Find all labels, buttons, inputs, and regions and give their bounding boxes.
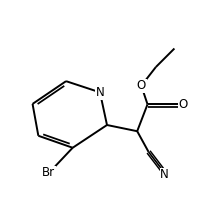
Text: N: N [96,86,104,99]
Text: N: N [160,168,169,181]
Text: O: O [137,79,146,92]
Text: O: O [179,98,188,111]
Text: Br: Br [42,166,56,179]
